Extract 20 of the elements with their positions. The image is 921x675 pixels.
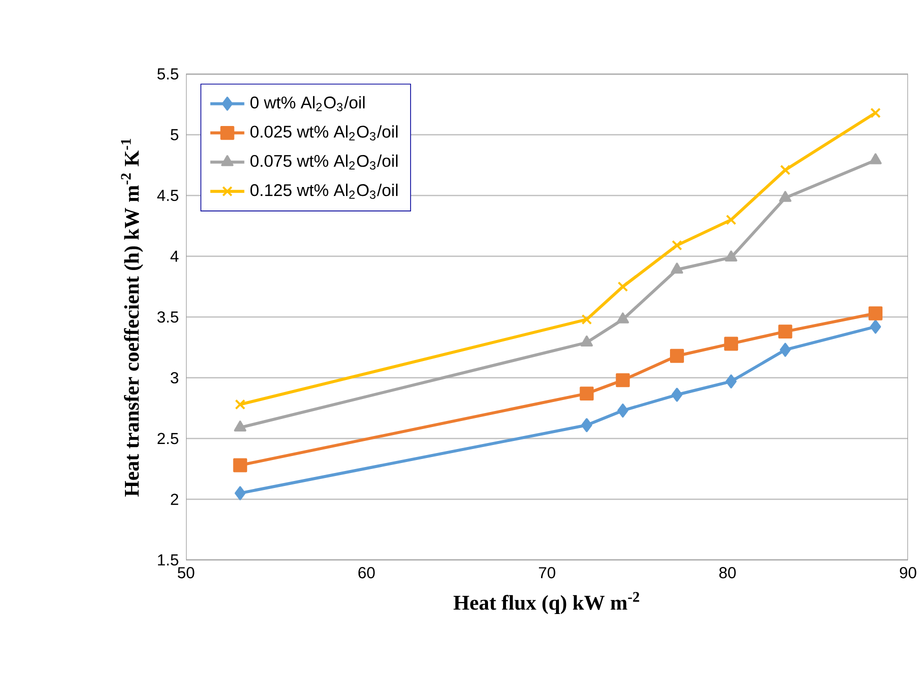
legend-label: 0.125 wt% Al$_{2}$O$_{3}$/oil (250, 184, 398, 199)
legend-label: 0.075 wt% Al$_{2}$O$_{3}$/oil (250, 154, 398, 170)
y-tick-label: 4 (170, 250, 178, 262)
x-tick-label: 70 (538, 567, 556, 578)
y-tick-label: 5 (170, 129, 178, 140)
x-tick-label: 60 (358, 567, 375, 578)
y-tick-label: 2 (170, 494, 178, 505)
x-tick-label: 90 (900, 567, 916, 578)
y-tick-label: 3 (170, 372, 178, 384)
y-tick-label: 3.5 (157, 311, 178, 323)
y-tick-label: 2.5 (158, 432, 178, 444)
y-tick-label: 1.5 (158, 554, 178, 566)
legend-label: 0 wt% Al$_{2}$O$_{3}$/oil (250, 96, 365, 112)
legend-label: 0.025 wt% Al$_{2}$O$_{3}$/oil (250, 125, 398, 140)
x-tick-label: 50 (178, 567, 194, 578)
x-tick-label: 80 (719, 567, 736, 578)
y-axis-title: Heat transfer coeffecient (h) kW m$^{-2}$ K$^{-1}$ (121, 138, 144, 497)
y-tick-label: 5.5 (157, 68, 178, 80)
y-tick-label: 4.5 (157, 190, 178, 202)
x-axis-title: Heat flux (q) kW m$^{-2}$ (454, 592, 640, 614)
